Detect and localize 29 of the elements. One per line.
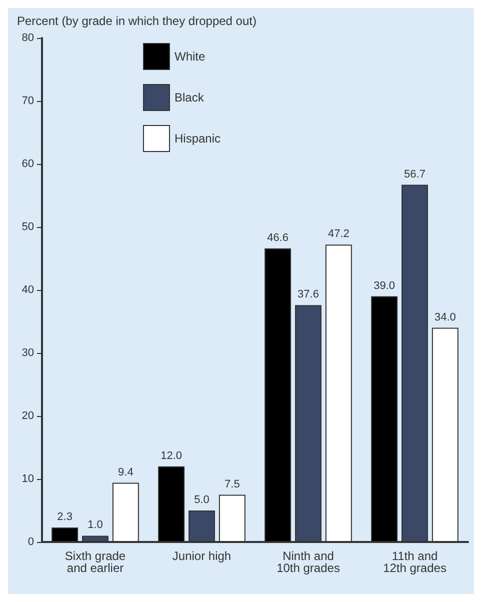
y-tick-label: 50 xyxy=(22,221,34,233)
data-label: 37.6 xyxy=(298,288,319,301)
data-label: 2.3 xyxy=(57,511,72,524)
data-label: 9.4 xyxy=(118,466,134,478)
data-label: 56.7 xyxy=(404,168,426,180)
y-tick-label: 70 xyxy=(22,95,34,107)
x-tick-label: Junior high xyxy=(172,549,232,563)
data-label: 7.5 xyxy=(224,478,240,490)
legend-label: White xyxy=(174,50,206,64)
y-tick-label: 10 xyxy=(22,473,34,485)
y-tick-label: 40 xyxy=(22,284,34,296)
y-tick-label: 30 xyxy=(22,347,34,359)
data-label: 5.0 xyxy=(194,494,210,506)
y-tick-label: 80 xyxy=(22,32,34,44)
legend-label: Hispanic xyxy=(174,132,221,146)
y-tick-label: 60 xyxy=(22,158,34,170)
x-tick-label: 11th and 12th grades xyxy=(383,549,446,575)
legend-label: Black xyxy=(174,90,205,104)
x-tick-label: Ninth and 10th grades xyxy=(276,549,340,575)
data-label: 39.0 xyxy=(374,280,396,292)
y-tick-label: 0 xyxy=(28,536,34,548)
data-label: 46.6 xyxy=(267,232,289,244)
chart-title: Percent (by grade in which they dropped out) xyxy=(17,14,256,28)
data-label: 47.2 xyxy=(328,228,350,240)
y-tick-label: 20 xyxy=(22,410,34,422)
x-tick-label: Sixth grade and earlier xyxy=(64,549,126,575)
data-label: 1.0 xyxy=(88,519,103,532)
data-label: 12.0 xyxy=(160,450,182,462)
data-label: 34.0 xyxy=(434,311,456,324)
